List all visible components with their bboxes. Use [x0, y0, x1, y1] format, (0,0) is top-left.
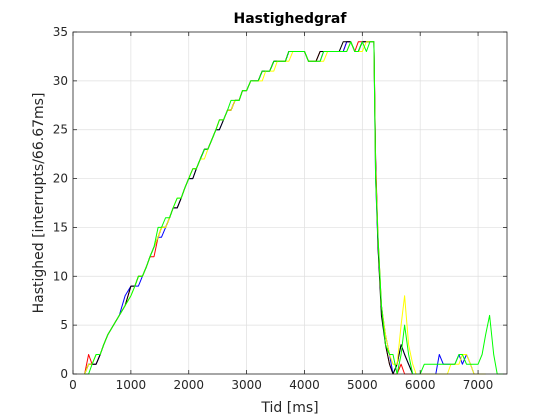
x-tick-label: 3000: [231, 378, 262, 392]
plot-frame: [72, 31, 508, 375]
x-tick-label: 5000: [347, 378, 378, 392]
x-tick-label: 0: [69, 378, 77, 392]
y-tick-label: 20: [53, 172, 68, 186]
x-axis-label: Tid [ms]: [260, 400, 318, 416]
x-tick-label: 7000: [463, 378, 494, 392]
x-tick-label: 1000: [116, 378, 147, 392]
y-tick-label: 10: [53, 269, 68, 283]
x-tick-label: 2000: [173, 378, 204, 392]
x-tick-label: 4000: [289, 378, 320, 392]
plot-area: [73, 32, 507, 374]
series-line-5: [84, 41, 505, 375]
x-tick-label: 6000: [405, 378, 436, 392]
axis-ticks: 0 1000 2000 3000 4000 5000 6000 7000 0 5 10 15 20 25 3…: [53, 25, 507, 392]
y-axis-label: Hastighed [interrupts/66.67ms]: [31, 93, 47, 314]
y-tick-label: 25: [53, 123, 68, 137]
y-tick-label: 5: [60, 318, 68, 332]
y-tick-label: 15: [53, 220, 68, 234]
series-layer: [84, 41, 505, 375]
y-tick-label: 35: [53, 25, 68, 39]
y-tick-label: 30: [53, 74, 68, 88]
y-tick-label: 0: [60, 367, 68, 381]
chart-title: Hastighedgraf: [234, 11, 348, 27]
